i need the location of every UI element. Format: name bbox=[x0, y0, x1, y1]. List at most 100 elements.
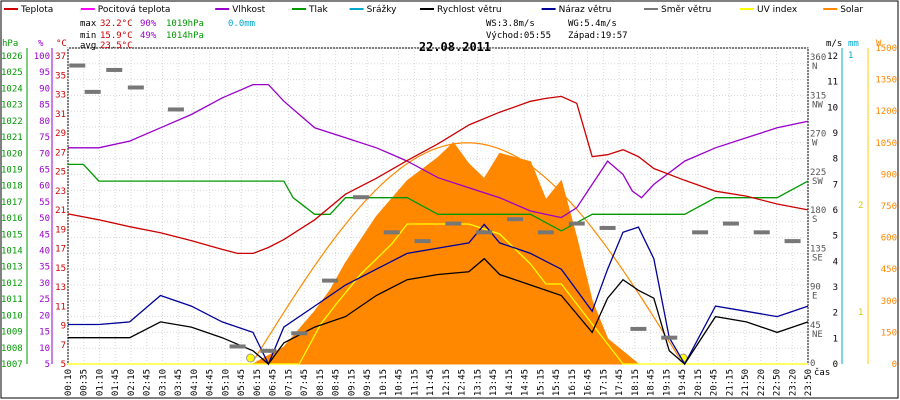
temp-tick: 13 bbox=[55, 283, 66, 293]
series-lines bbox=[67, 63, 809, 366]
hpa-tick: 1009 bbox=[1, 328, 23, 338]
legend-label: Solar bbox=[840, 5, 863, 15]
hpa-tick: 1017 bbox=[1, 198, 23, 208]
pressure-line bbox=[68, 163, 809, 232]
time-tick-label: 14:15 bbox=[505, 369, 515, 396]
legend-label: Teplota bbox=[20, 5, 53, 15]
wind-direction-mark bbox=[127, 85, 144, 90]
dir-compass-label: NW bbox=[812, 100, 823, 110]
solar-unit: W bbox=[876, 39, 882, 49]
max-label: max bbox=[80, 19, 97, 29]
temp-unit: °C bbox=[56, 39, 67, 49]
temp-tick: 19 bbox=[55, 225, 66, 235]
time-tick-label: 08:45 bbox=[332, 369, 342, 396]
hpa-tick: 1024 bbox=[1, 84, 23, 94]
time-tick-label: 19:15 bbox=[662, 369, 672, 396]
wind-direction-mark bbox=[291, 331, 308, 336]
ms-tick: 12 bbox=[827, 52, 838, 62]
time-tick-label: 15:15 bbox=[536, 369, 546, 396]
wind-direction-mark bbox=[599, 225, 616, 230]
wind-direction-mark bbox=[84, 89, 101, 94]
humidity-line bbox=[68, 83, 809, 219]
hpa-tick: 1008 bbox=[1, 344, 23, 354]
solar-tick: 1200 bbox=[875, 107, 897, 117]
dir-compass-label: SE bbox=[812, 253, 823, 263]
uv-tick: 2 bbox=[858, 201, 863, 211]
pct-tick: 75 bbox=[39, 133, 50, 143]
dir-tick: 45 bbox=[810, 321, 821, 331]
time-tick-label: 12:45 bbox=[458, 369, 468, 396]
time-tick-label: 17:15 bbox=[599, 369, 609, 396]
sunrise-time: Východ:05:55 bbox=[486, 31, 551, 41]
wind-direction-mark bbox=[106, 67, 123, 72]
time-tick-label: 00:35 bbox=[80, 369, 90, 396]
ms-tick: 8 bbox=[833, 155, 838, 165]
pct-tick: 100 bbox=[34, 52, 50, 62]
time-tick-label: 13:45 bbox=[489, 369, 499, 396]
mm-unit: mm bbox=[848, 39, 859, 49]
time-tick-label: 21:50 bbox=[741, 369, 751, 396]
ms-tick: 7 bbox=[833, 180, 838, 190]
temp-tick: 21 bbox=[55, 206, 66, 216]
pct-tick: 70 bbox=[39, 149, 50, 159]
wind-direction-mark bbox=[229, 344, 246, 349]
ms-tick: 6 bbox=[833, 206, 838, 216]
time-tick-label: 10:15 bbox=[379, 369, 389, 396]
pct-tick: 50 bbox=[39, 214, 50, 224]
dir-tick: 360 bbox=[810, 53, 826, 63]
dir-compass-label: S bbox=[812, 215, 817, 225]
time-tick-label: 11:45 bbox=[426, 369, 436, 396]
pct-tick: 45 bbox=[39, 230, 50, 240]
chart-title: 22.08.2011 bbox=[419, 40, 491, 54]
temp-tick: 17 bbox=[55, 245, 66, 255]
temp-tick: 35 bbox=[55, 71, 66, 81]
max-temp: 32.2°C bbox=[100, 19, 133, 29]
wind-direction-mark bbox=[661, 335, 678, 340]
ms-tick: 5 bbox=[833, 232, 838, 242]
solar-tick: 1350 bbox=[875, 76, 897, 86]
hpa-tick: 1025 bbox=[1, 68, 23, 78]
time-tick-label: 12:15 bbox=[442, 369, 452, 396]
temp-tick: 29 bbox=[55, 129, 66, 139]
pct-tick: 30 bbox=[39, 279, 50, 289]
temp-tick: 9 bbox=[61, 322, 66, 332]
pct-tick: 60 bbox=[39, 182, 50, 192]
time-tick-label: 21:15 bbox=[725, 369, 735, 396]
rain-total: 0.0mm bbox=[228, 19, 255, 29]
solar-tick: 750 bbox=[881, 202, 897, 212]
time-tick-label: 23:50 bbox=[804, 369, 814, 396]
wind-direction-mark bbox=[630, 326, 647, 331]
temp-tick: 7 bbox=[61, 341, 66, 351]
hpa-unit: hPa bbox=[2, 39, 18, 49]
solar-tick: 0 bbox=[892, 360, 897, 370]
time-tick-label: 05:45 bbox=[237, 369, 247, 396]
time-tick-label: 01:10 bbox=[95, 369, 105, 396]
ms-tick: 0 bbox=[833, 360, 838, 370]
solar-tick: 450 bbox=[881, 265, 897, 275]
time-tick-label: 15:45 bbox=[552, 369, 562, 396]
legend-label: Náraz větru bbox=[559, 5, 612, 15]
time-tick-label: 23:20 bbox=[788, 369, 798, 396]
wind-direction-mark bbox=[322, 278, 339, 283]
wind-direction-mark bbox=[260, 348, 277, 353]
wind-speed-line bbox=[68, 257, 809, 365]
pct-tick: 80 bbox=[39, 117, 50, 127]
wind-direction-mark bbox=[753, 230, 770, 235]
mm-tick: 1 bbox=[848, 51, 853, 61]
time-tick-label: 01:45 bbox=[111, 369, 121, 396]
legend-label: Pocitová teplota bbox=[98, 5, 171, 15]
legend-label: Vlhkost bbox=[232, 5, 265, 15]
time-tick-label: 19:45 bbox=[678, 369, 688, 396]
ms-tick: 10 bbox=[827, 103, 838, 113]
dir-compass-label: SW bbox=[812, 177, 823, 187]
pct-tick: 5 bbox=[45, 360, 50, 370]
dir-tick: 315 bbox=[810, 91, 826, 101]
time-tick-label: 20:45 bbox=[710, 369, 720, 396]
time-tick-label: 14:45 bbox=[521, 369, 531, 396]
time-tick-label: 07:45 bbox=[300, 369, 310, 396]
pct-tick: 90 bbox=[39, 84, 50, 94]
time-axis-label: čas bbox=[814, 367, 830, 378]
wind-direction-mark bbox=[69, 63, 86, 68]
wind-direction-mark bbox=[383, 230, 400, 235]
